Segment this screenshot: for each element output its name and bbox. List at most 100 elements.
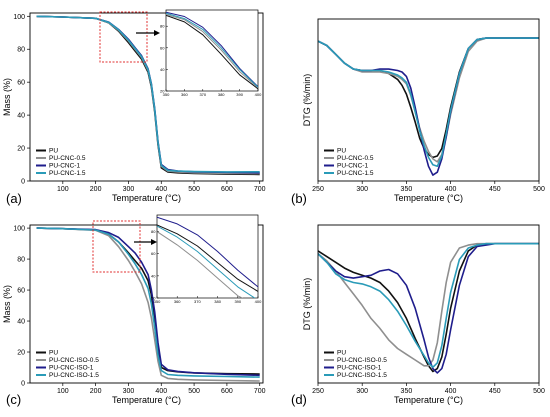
- y-axis-label: Mass (%): [2, 285, 12, 323]
- legend-label: PU-CNC-ISO-1: [49, 365, 94, 372]
- inset-y-tick-label: 60: [160, 45, 165, 50]
- x-tick-label: 100: [57, 388, 69, 395]
- series-line-1: [36, 227, 260, 382]
- legend-label: PU-CNC-1: [337, 163, 368, 170]
- panel-1: 250 300 350 400 450 500 Temperature (°C) DTG (%…: [291, 18, 545, 206]
- legend-label: PU: [337, 148, 346, 155]
- legend-label: PU-CNC-0.5: [337, 155, 374, 162]
- plot-frame: [317, 18, 540, 182]
- plot-frame: [317, 224, 540, 384]
- y-axis-label: DTG (%/min): [302, 74, 312, 127]
- inset-x-tick-label: 370: [199, 92, 206, 97]
- inset-series-line-0: [157, 224, 258, 292]
- y-tick-label: 60: [17, 80, 25, 87]
- series-line-3: [36, 15, 260, 173]
- legend-label: PU-CNC-1.5: [337, 170, 374, 177]
- zoom-region-box: [99, 11, 148, 63]
- inset-x-tick-label: 350: [154, 299, 161, 304]
- plot-frame: [29, 12, 264, 182]
- panel-label: (b): [291, 191, 307, 206]
- inset-x-tick-label: 380: [218, 92, 225, 97]
- plot-frame: [29, 224, 264, 384]
- inset-y-tick-label: 20: [160, 89, 165, 94]
- series-line-0: [318, 242, 539, 373]
- x-tick-label: 500: [188, 186, 200, 193]
- inset-series-line-1: [157, 231, 244, 298]
- inset-x-tick-label: 360: [174, 299, 181, 304]
- x-tick-label: 300: [356, 388, 368, 395]
- inset-x-tick-label: 400: [255, 299, 262, 304]
- x-tick-label: 200: [90, 186, 102, 193]
- x-axis-label: Temperature (°C): [112, 395, 181, 405]
- x-tick-label: 400: [445, 388, 457, 395]
- legend-label: PU-CNC-ISO-0.5: [337, 357, 387, 364]
- inset-x-tick-label: 370: [194, 299, 201, 304]
- legend-label: PU-CNC-ISO-1.5: [337, 372, 387, 379]
- zoom-arrow-head: [151, 239, 157, 245]
- panel-label: (c): [6, 392, 21, 407]
- inset-frame: [156, 214, 259, 299]
- legend-label: PU-CNC-ISO-0.5: [49, 357, 99, 364]
- legend-label: PU: [49, 350, 58, 357]
- y-tick-label: 20: [17, 350, 25, 357]
- x-tick-label: 450: [489, 186, 501, 193]
- inset-y-tick-label: 40: [151, 273, 156, 278]
- inset-y-tick-label: 60: [151, 251, 156, 256]
- inset-series-line-1: [166, 13, 258, 89]
- y-axis-label: Mass (%): [2, 78, 12, 116]
- inset-x-tick-label: 390: [236, 92, 243, 97]
- x-tick-label: 700: [254, 388, 266, 395]
- inset-series-line-2: [157, 216, 258, 288]
- legend-label: PU-CNC-ISO-1: [337, 365, 382, 372]
- x-tick-label: 350: [401, 186, 413, 193]
- inset-plot: 350 360 370 380 390 400 20 40 60 80: [160, 9, 262, 97]
- x-tick-label: 350: [401, 388, 413, 395]
- inset-x-tick-label: 390: [234, 299, 241, 304]
- x-tick-label: 600: [221, 388, 233, 395]
- panel-0: 100 200 300 400 500 600 700 0 20 40 60 80 100 Tempera…: [2, 9, 266, 206]
- x-tick-label: 600: [221, 186, 233, 193]
- series-line-2: [36, 227, 260, 377]
- y-axis-label: DTG (%/min): [302, 278, 312, 331]
- zoom-region-box: [92, 220, 141, 273]
- y-tick-label: 20: [17, 146, 25, 153]
- zoom-arrow-head: [154, 30, 160, 36]
- series-line-1: [318, 37, 539, 163]
- series-line-1: [318, 242, 539, 367]
- x-axis-label: Temperature (°C): [394, 193, 463, 203]
- panel-2: 100 200 300 400 500 600 700 0 20 40 60 80 100 Tempera…: [2, 214, 266, 407]
- x-tick-label: 400: [155, 186, 167, 193]
- series-line-2: [318, 242, 539, 374]
- legend-label: PU-CNC-ISO-1.5: [49, 372, 99, 379]
- x-axis-label: Temperature (°C): [394, 395, 463, 405]
- y-tick-label: 0: [21, 179, 25, 186]
- x-tick-label: 100: [57, 186, 69, 193]
- x-tick-label: 300: [356, 186, 368, 193]
- inset-y-tick-label: 80: [151, 229, 156, 234]
- inset-x-tick-label: 400: [255, 92, 262, 97]
- x-tick-label: 500: [533, 388, 545, 395]
- y-tick-label: 60: [17, 288, 25, 295]
- x-tick-label: 300: [123, 388, 135, 395]
- inset-x-tick-label: 380: [214, 299, 221, 304]
- inset-series-line-3: [157, 225, 256, 298]
- panel-label: (d): [291, 392, 307, 407]
- x-tick-label: 500: [533, 186, 545, 193]
- y-tick-label: 0: [21, 381, 25, 388]
- y-tick-label: 100: [13, 226, 25, 233]
- inset-series-line-3: [166, 12, 258, 88]
- y-tick-label: 80: [17, 257, 25, 264]
- x-axis-label: Temperature (°C): [112, 193, 181, 203]
- inset-x-tick-label: 360: [181, 92, 188, 97]
- y-tick-label: 40: [17, 113, 25, 120]
- y-tick-label: 40: [17, 319, 25, 326]
- x-tick-label: 500: [188, 388, 200, 395]
- legend-label: PU-CNC-0.5: [49, 155, 86, 162]
- y-tick-label: 100: [13, 14, 25, 21]
- x-tick-label: 200: [90, 388, 102, 395]
- x-tick-label: 700: [254, 186, 266, 193]
- legend-label: PU: [49, 148, 58, 155]
- inset-y-tick-label: 40: [160, 67, 165, 72]
- inset-series-line-2: [166, 11, 258, 88]
